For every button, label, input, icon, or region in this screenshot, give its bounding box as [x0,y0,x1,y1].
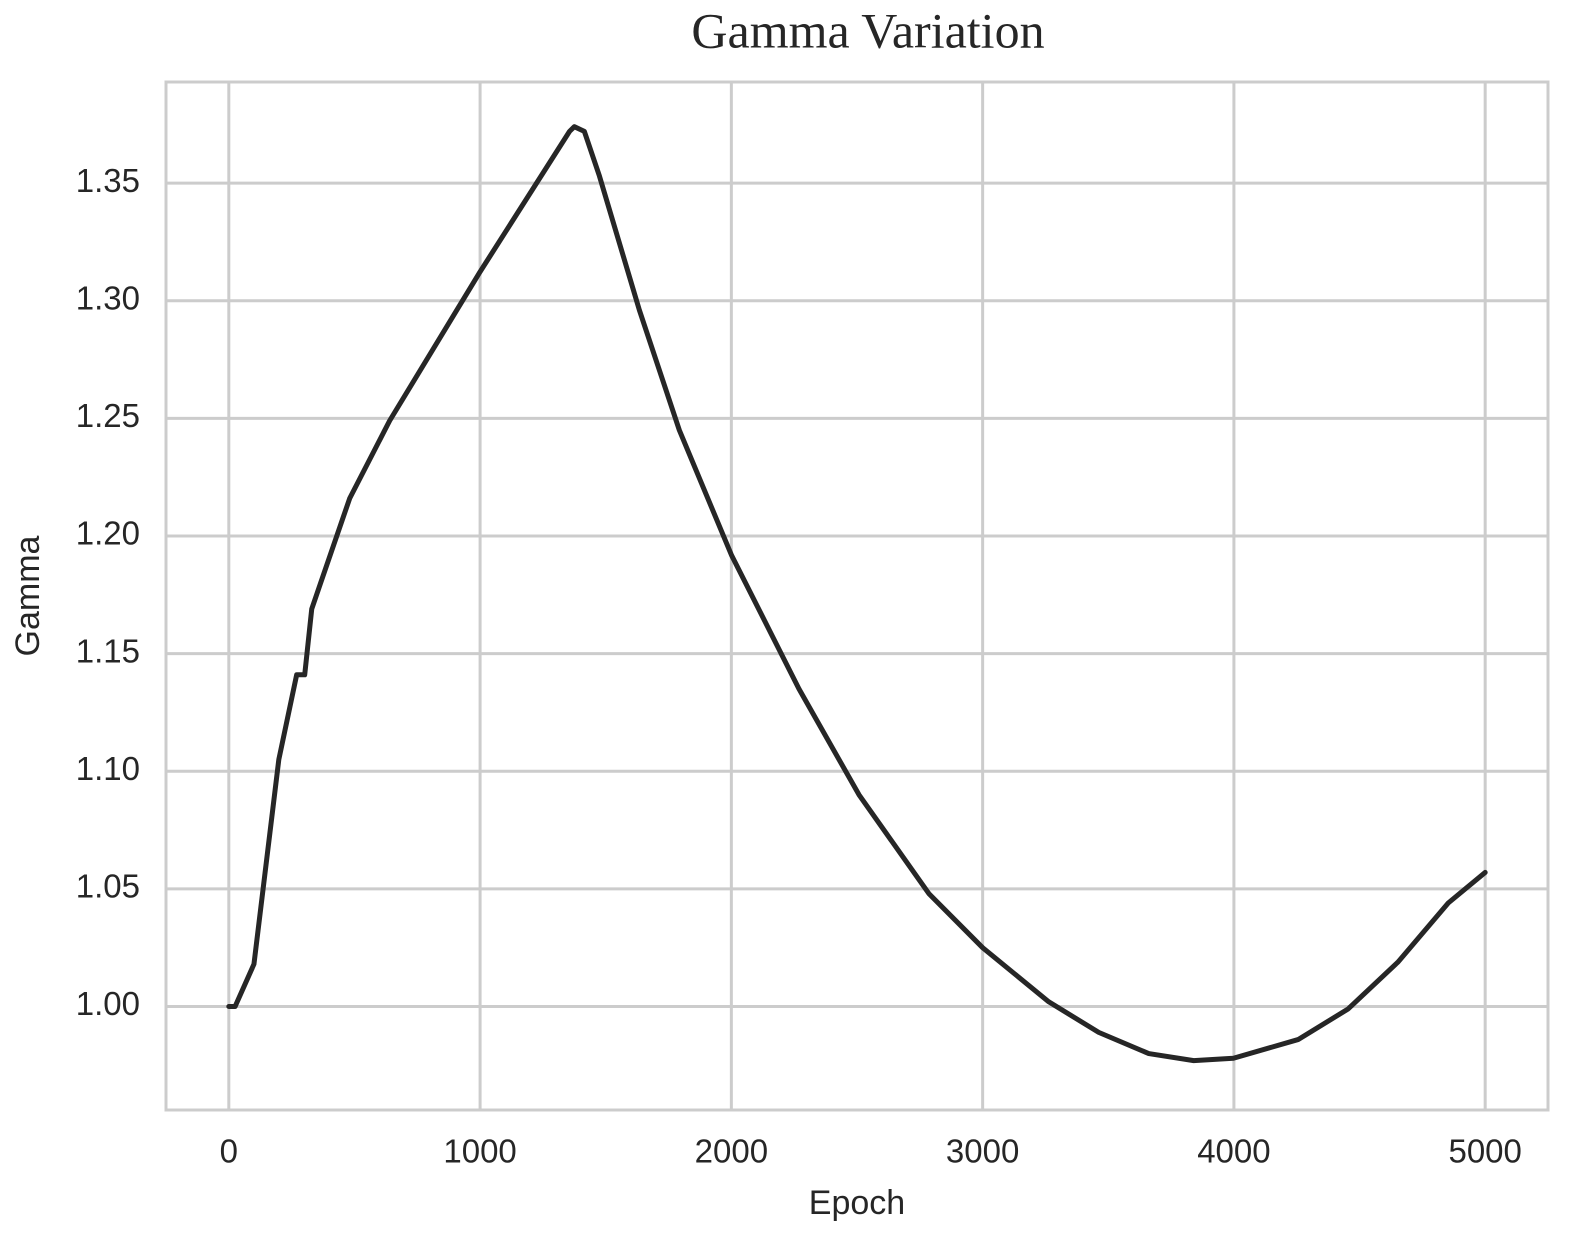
x-tick-label: 2000 [695,1133,768,1170]
y-tick-label: 1.25 [76,397,140,434]
x-tick-label: 3000 [946,1133,1019,1170]
y-tick-label: 1.35 [76,162,140,199]
y-tick-label: 1.20 [76,515,140,552]
marks [226,124,1488,1064]
y-tick-label: 1.30 [76,279,140,316]
x-tick-label: 0 [220,1133,238,1170]
data-line [226,124,1488,1064]
grid [166,82,1548,1110]
y-tick-label: 1.05 [76,868,140,905]
x-tick-label: 5000 [1448,1133,1521,1170]
chart-title: Gamma Variation [691,2,1044,58]
x-axis-label: Epoch [809,1184,905,1222]
x-tick-label: 1000 [443,1133,516,1170]
y-axis-label: Gamma [9,535,47,656]
x-tick-label: 4000 [1197,1133,1270,1170]
y-tick-label: 1.15 [76,632,140,669]
y-tick-label: 1.10 [76,750,140,787]
plot-frame [164,80,1550,1112]
y-tick-label: 1.00 [76,985,140,1022]
